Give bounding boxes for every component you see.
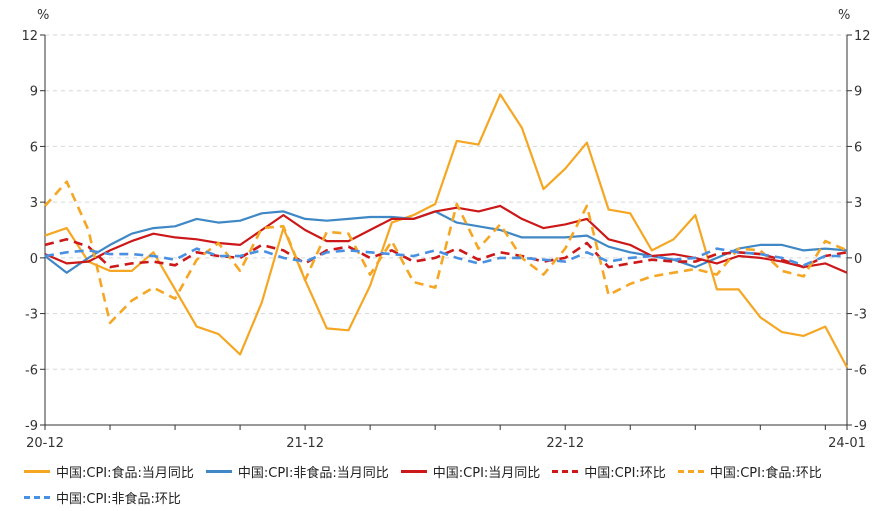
y-unit-right: % [838,8,850,23]
y-unit-left: % [37,8,49,23]
series-line [44,204,848,274]
series-line [44,247,847,267]
y-tick-label-left: -3 [25,308,38,323]
legend-item: 中国:CPI:非食品:当月同比 [205,458,389,484]
legend-item: 中国:CPI:当月同比 [400,458,541,484]
series-line [44,210,848,274]
y-tick-label-left: 9 [30,85,38,100]
y-tick-label-right: 0 [854,252,862,267]
legend-item: 中国:CPI:食品:当月同比 [24,458,194,484]
y-tick-label-right: -6 [854,363,867,378]
series-line [44,180,848,325]
y-tick-label-right: 6 [854,140,862,155]
line-chart: % % -9 -9 -6 -6 -3 -3 0 0 3 3 6 6 9 9 12 12 20-12 21-12 22… [21,8,870,451]
legend: 中国:CPI:食品:当月同比 中国:CPI:非食品:当月同比 中国:CPI:当月同比… [24,458,874,510]
legend-label: 中国:CPI:食品:当月同比 [56,465,194,481]
legend-label: 中国:CPI:非食品:当月同比 [237,465,389,481]
legend-label: 中国:CPI:当月同比 [432,465,541,481]
y-tick-label-right: -3 [854,308,867,323]
series-line [44,93,848,368]
legend-swatch [552,469,579,473]
y-tick-label-left: 0 [30,252,38,267]
legend-label: 中国:CPI:环比 [584,465,666,481]
axes [40,34,852,430]
legend-swatch [677,469,704,473]
x-tick-label: 21-12 [286,436,324,451]
legend-item: 中国:CPI:食品:环比 [677,458,822,484]
x-tick-label: 22-12 [546,436,584,451]
legend-swatch [24,495,50,499]
y-tick-label-right: 12 [854,29,871,44]
legend-label: 中国:CPI:非食品:环比 [56,491,181,507]
legend-swatch [24,469,50,473]
y-tick-label-left: 3 [30,196,38,211]
y-tick-label-left: -6 [25,363,38,378]
y-tick-label-right: 3 [854,196,862,211]
series-lines [44,93,848,368]
tick-labels: -9 -9 -6 -6 -3 -3 0 0 3 3 6 6 9 9 12 12 20-12 21-12 22-12 2… [21,29,870,451]
legend-item: 中国:CPI:环比 [552,458,666,484]
legend-item: 中国:CPI:非食品:环比 [24,484,181,510]
y-tick-label-right: 9 [854,85,862,100]
x-tick-label: 24-01 [828,436,866,451]
y-tick-label-right: -9 [854,419,867,434]
legend-swatch [400,469,427,473]
y-tick-label-left: 12 [21,29,38,44]
y-tick-label-left: 6 [30,140,38,155]
y-tick-label-left: -9 [25,419,38,434]
legend-label: 中国:CPI:食品:环比 [709,465,822,481]
legend-swatch [205,469,232,473]
gridlines [45,34,847,426]
x-tick-label: 20-12 [26,436,64,451]
